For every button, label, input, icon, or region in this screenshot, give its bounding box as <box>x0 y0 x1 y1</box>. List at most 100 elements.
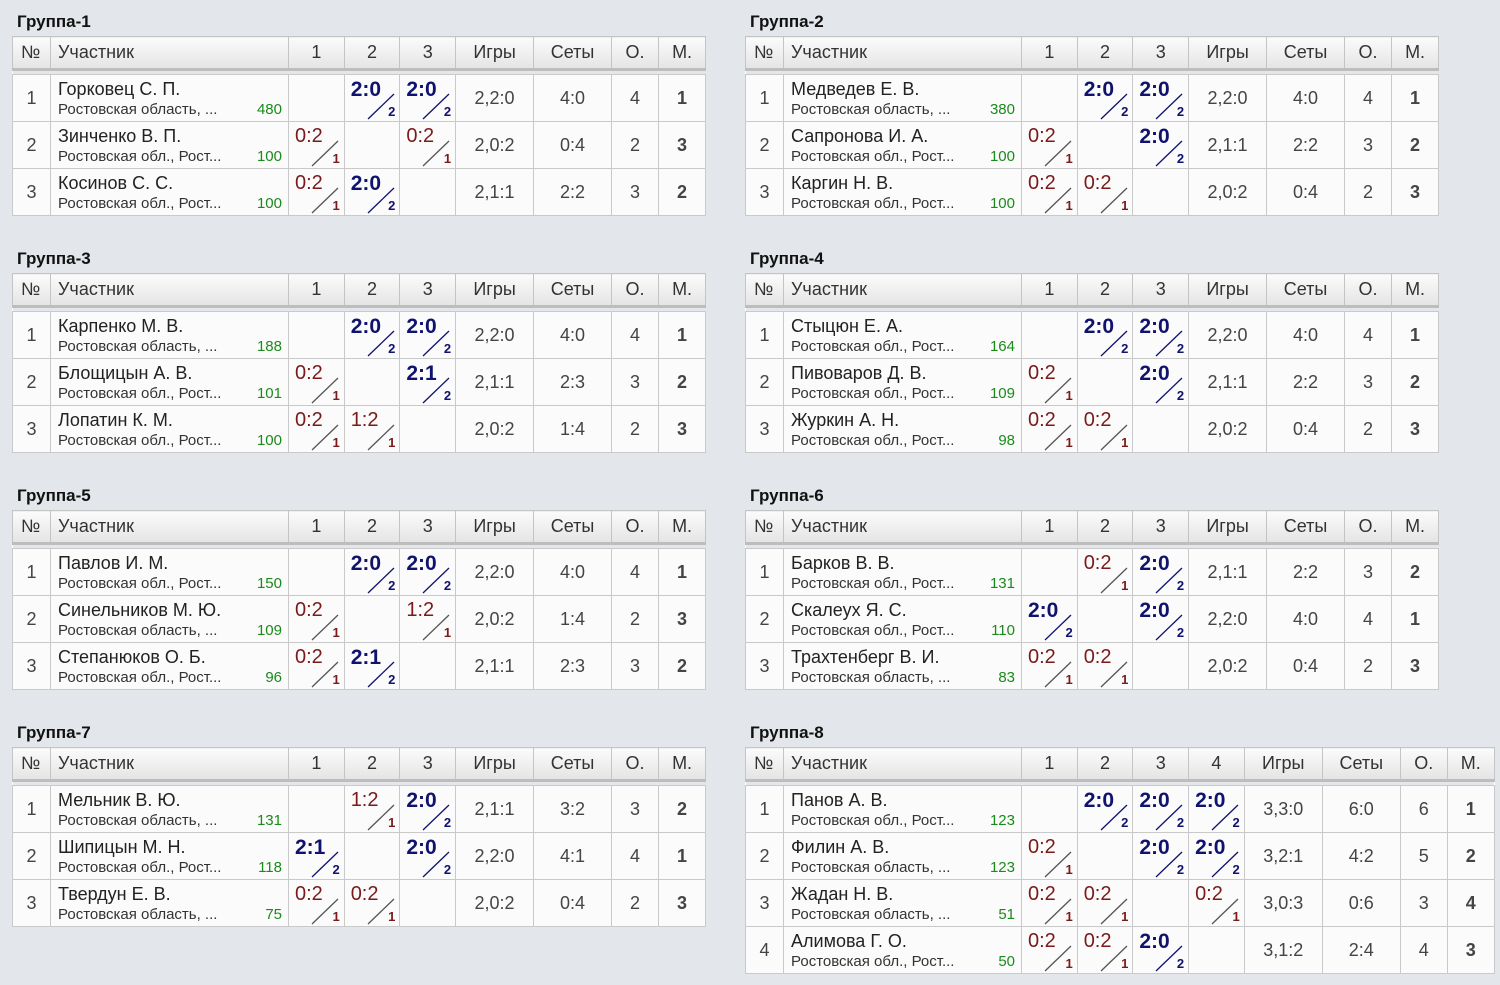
participant-name[interactable]: Карпенко М. В. <box>58 316 184 336</box>
participant-cell[interactable]: Косинов С. С. Ростовская обл., Рост... 100 <box>50 168 289 216</box>
participant-name[interactable]: Горковец С. П. <box>58 79 181 99</box>
match-result-cell[interactable]: 0:2 1 <box>1021 358 1078 406</box>
column-header[interactable]: № <box>12 747 51 782</box>
column-header[interactable]: 3 <box>1132 747 1190 782</box>
table-row[interactable]: 2 Синельников М. Ю. Ростовская область, ..… <box>12 595 707 643</box>
column-header[interactable]: М. <box>1391 510 1440 545</box>
column-header[interactable]: Участник <box>50 36 289 71</box>
match-result-cell[interactable]: 0:2 1 <box>1076 168 1134 216</box>
match-result-cell[interactable]: 2:0 2 <box>1188 785 1245 833</box>
participant-name[interactable]: Стыцюн Е. А. <box>791 316 903 336</box>
table-row[interactable]: 1 Мельник В. Ю. Ростовская область, ... 131… <box>12 785 707 833</box>
participant-cell[interactable]: Журкин А. Н. Ростовская обл., Рост... 98 <box>783 405 1022 453</box>
participant-name[interactable]: Скалеух Я. С. <box>791 600 907 620</box>
column-header[interactable]: 2 <box>343 747 401 782</box>
column-header[interactable]: О. <box>1399 747 1448 782</box>
table-row[interactable]: 1 Медведев Е. В. Ростовская область, ... 38… <box>745 74 1440 122</box>
column-header[interactable]: 2 <box>343 273 401 308</box>
column-header[interactable]: 1 <box>1021 36 1078 71</box>
match-result-cell[interactable]: 2:1 2 <box>343 642 401 690</box>
participant-cell[interactable]: Панов А. В. Ростовская обл., Рост... 123 <box>783 785 1022 833</box>
table-row[interactable]: 2 Пивоваров Д. В. Ростовская обл., Рост...… <box>745 358 1440 406</box>
column-header[interactable]: № <box>745 36 784 71</box>
match-result-cell[interactable]: 0:2 1 <box>1021 405 1078 453</box>
participant-cell[interactable]: Мельник В. Ю. Ростовская область, ... 131 <box>50 785 289 833</box>
column-header[interactable]: 1 <box>1021 273 1078 308</box>
match-result-cell[interactable]: 2:0 2 <box>1076 311 1134 359</box>
participant-cell[interactable]: Скалеух Я. С. Ростовская обл., Рост... 110 <box>783 595 1022 643</box>
column-header[interactable]: О. <box>611 510 660 545</box>
column-header[interactable]: Игры <box>1188 510 1268 545</box>
match-result-cell[interactable]: 1:2 1 <box>399 595 457 643</box>
match-result-cell[interactable]: 0:2 1 <box>288 121 345 169</box>
participant-name[interactable]: Косинов С. С. <box>58 173 174 193</box>
participant-cell[interactable]: Трахтенберг В. И. Ростовская область, ...… <box>783 642 1022 690</box>
match-result-cell[interactable]: 2:0 2 <box>1132 548 1190 596</box>
participant-cell[interactable]: Медведев Е. В. Ростовская область, ... 380 <box>783 74 1022 122</box>
table-row[interactable]: 3 Косинов С. С. Ростовская обл., Рост... 10… <box>12 168 707 216</box>
column-header[interactable]: 1 <box>288 510 345 545</box>
column-header[interactable]: 2 <box>343 36 401 71</box>
column-header[interactable]: № <box>12 36 51 71</box>
column-header[interactable]: 1 <box>288 747 345 782</box>
column-header[interactable]: М. <box>1391 273 1440 308</box>
table-row[interactable]: 3 Каргин Н. В. Ростовская обл., Рост... 100… <box>745 168 1440 216</box>
column-header[interactable]: Участник <box>783 747 1022 782</box>
participant-cell[interactable]: Филин А. В. Ростовская область, ... 123 <box>783 832 1022 880</box>
participant-name[interactable]: Павлов И. М. <box>58 553 169 573</box>
participant-name[interactable]: Лопатин К. М. <box>58 410 173 430</box>
participant-cell[interactable]: Карпенко М. В. Ростовская область, ... 188 <box>50 311 289 359</box>
participant-name[interactable]: Алимова Г. О. <box>791 931 907 951</box>
column-header[interactable]: 3 <box>1132 36 1190 71</box>
participant-name[interactable]: Барков В. В. <box>791 553 895 573</box>
match-result-cell[interactable]: 0:2 1 <box>1021 832 1078 880</box>
column-header[interactable]: Участник <box>50 747 289 782</box>
participant-cell[interactable]: Блощицын А. В. Ростовская обл., Рост... 10… <box>50 358 289 406</box>
match-result-cell[interactable]: 0:2 1 <box>1076 879 1134 927</box>
column-header[interactable]: О. <box>611 273 660 308</box>
match-result-cell[interactable]: 0:2 1 <box>1076 926 1134 974</box>
table-row[interactable]: 2 Зинченко В. П. Ростовская обл., Рост... 1… <box>12 121 707 169</box>
participant-cell[interactable]: Лопатин К. М. Ростовская обл., Рост... 100 <box>50 405 289 453</box>
participant-name[interactable]: Степанюков О. Б. <box>58 647 206 667</box>
column-header[interactable]: Сеты <box>533 747 613 782</box>
column-header[interactable]: Игры <box>455 747 535 782</box>
match-result-cell[interactable]: 2:0 2 <box>1132 785 1190 833</box>
match-result-cell[interactable]: 2:1 2 <box>399 358 457 406</box>
match-result-cell[interactable]: 0:2 1 <box>1188 879 1245 927</box>
match-result-cell[interactable]: 2:0 2 <box>343 311 401 359</box>
match-result-cell[interactable]: 2:0 2 <box>1132 74 1190 122</box>
column-header[interactable]: Сеты <box>533 36 613 71</box>
column-header[interactable]: 3 <box>399 273 457 308</box>
participant-name[interactable]: Сапронова И. А. <box>791 126 929 146</box>
participant-name[interactable]: Каргин Н. В. <box>791 173 894 193</box>
match-result-cell[interactable]: 0:2 1 <box>288 405 345 453</box>
column-header[interactable]: 4 <box>1188 747 1245 782</box>
match-result-cell[interactable]: 0:2 1 <box>1021 642 1078 690</box>
participant-cell[interactable]: Каргин Н. В. Ростовская обл., Рост... 100 <box>783 168 1022 216</box>
participant-name[interactable]: Пивоваров Д. В. <box>791 363 927 383</box>
column-header[interactable]: Сеты <box>1266 510 1346 545</box>
column-header[interactable]: 1 <box>288 36 345 71</box>
match-result-cell[interactable]: 0:2 1 <box>1021 168 1078 216</box>
match-result-cell[interactable]: 2:0 2 <box>399 311 457 359</box>
column-header[interactable]: 1 <box>1021 747 1078 782</box>
match-result-cell[interactable]: 0:2 1 <box>288 879 345 927</box>
table-row[interactable]: 1 Павлов И. М. Ростовская обл., Рост... 150… <box>12 548 707 596</box>
column-header[interactable]: О. <box>611 36 660 71</box>
column-header[interactable]: Игры <box>1243 747 1323 782</box>
participant-name[interactable]: Жадан Н. В. <box>791 884 894 904</box>
match-result-cell[interactable]: 2:0 2 <box>1188 832 1245 880</box>
match-result-cell[interactable]: 2:0 2 <box>343 74 401 122</box>
match-result-cell[interactable]: 2:0 2 <box>343 168 401 216</box>
match-result-cell[interactable]: 2:1 2 <box>288 832 345 880</box>
match-result-cell[interactable]: 2:0 2 <box>1021 595 1078 643</box>
column-header[interactable]: 2 <box>343 510 401 545</box>
column-header[interactable]: М. <box>658 273 707 308</box>
participant-name[interactable]: Панов А. В. <box>791 790 888 810</box>
column-header[interactable]: Игры <box>455 36 535 71</box>
participant-cell[interactable]: Горковец С. П. Ростовская область, ... 480 <box>50 74 289 122</box>
match-result-cell[interactable]: 0:2 1 <box>1076 548 1134 596</box>
match-result-cell[interactable]: 0:2 1 <box>288 595 345 643</box>
column-header[interactable]: Игры <box>455 510 535 545</box>
